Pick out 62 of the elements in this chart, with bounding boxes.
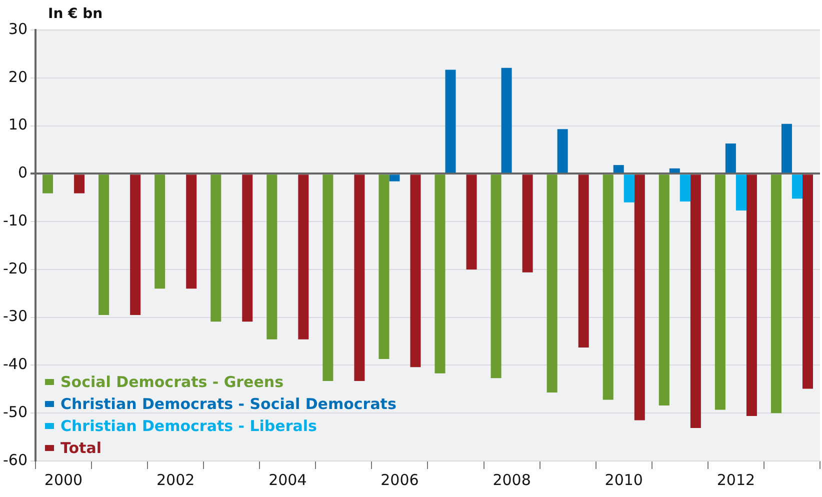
y-tick-label: -30: [3, 307, 28, 326]
bar: [658, 174, 670, 406]
bar: [736, 174, 746, 211]
bar: [546, 174, 558, 393]
x-tick-label: 2004: [268, 470, 307, 489]
y-tick-label: 0: [18, 164, 28, 182]
y-tick-label: -60: [3, 450, 28, 469]
bar: [445, 70, 456, 173]
bar: [690, 174, 701, 428]
bar: [74, 174, 85, 194]
legend-label: Total: [60, 438, 102, 459]
bar: [770, 174, 782, 414]
bar: [613, 165, 624, 173]
legend-label: Christian Democrats - Social Democrats: [60, 394, 396, 415]
y-tick-label: -20: [3, 259, 28, 278]
y-tick-label: -50: [3, 403, 28, 421]
bar: [746, 174, 757, 416]
y-tick-label: -10: [3, 211, 28, 230]
bar: [602, 174, 614, 400]
bar: [501, 68, 512, 173]
bar: [792, 174, 802, 199]
x-tick-label: 2010: [604, 470, 643, 489]
bar: [578, 174, 589, 348]
bar: [634, 174, 645, 420]
x-tick-label: 2000: [44, 470, 83, 489]
bar: [154, 174, 166, 289]
bar: [42, 174, 54, 194]
bar: [210, 174, 222, 322]
bar: [714, 174, 726, 410]
legend-label: Social Democrats - Greens: [60, 372, 284, 393]
bar: [490, 174, 502, 378]
bar: [266, 174, 278, 340]
bar: [389, 174, 400, 182]
bar: [725, 143, 736, 173]
legend-label: Christian Democrats - Liberals: [60, 416, 317, 437]
x-tick-label: 2012: [716, 470, 756, 489]
bar: [781, 124, 792, 173]
bar: [378, 174, 390, 359]
x-tick-label: 2002: [156, 470, 195, 489]
x-tick-label: 2006: [380, 470, 419, 489]
y-axis-title: In € bn: [48, 6, 103, 22]
bar: [624, 174, 634, 202]
x-tick-label: 2008: [492, 470, 531, 489]
bar: [466, 174, 477, 270]
bar: [322, 174, 334, 382]
bar: [130, 174, 141, 315]
bar: [434, 174, 446, 374]
y-tick-label: 10: [8, 116, 28, 134]
bar: [680, 174, 690, 202]
bar: [669, 168, 680, 173]
y-tick-label: 20: [8, 68, 28, 86]
y-tick-label: -40: [3, 355, 28, 374]
bar: [522, 174, 533, 272]
bar: [186, 174, 197, 289]
bar: [242, 174, 253, 322]
bar: [557, 129, 568, 173]
y-tick-label: 30: [8, 20, 28, 38]
bar: [98, 174, 110, 315]
bar: [298, 174, 309, 340]
bar: [410, 174, 421, 368]
bar: [354, 174, 365, 382]
bar: [802, 174, 813, 389]
